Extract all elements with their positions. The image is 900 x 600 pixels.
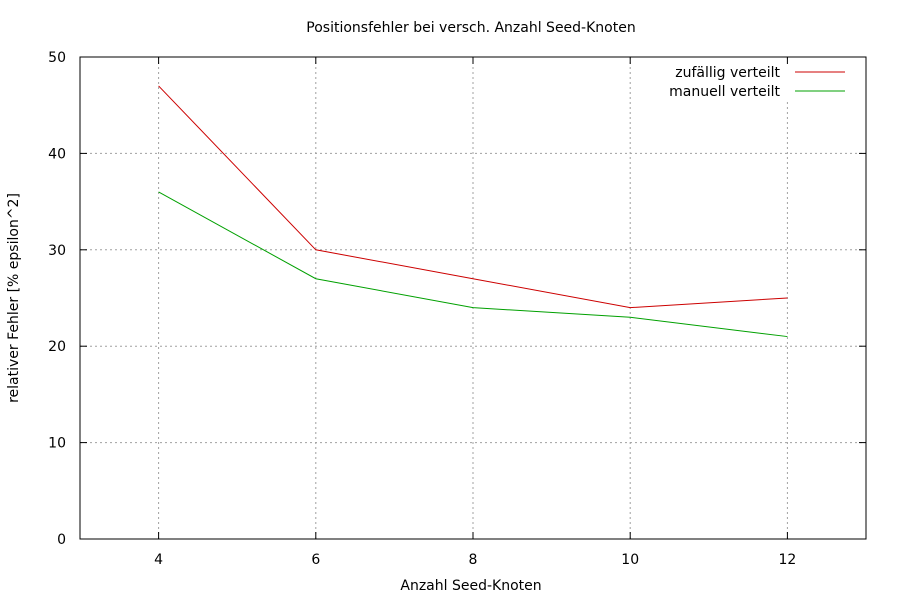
y-tick-label: 50: [48, 50, 66, 66]
series-line-1: [158, 191, 788, 338]
series-lines: [158, 85, 788, 338]
legend-label-manuell: manuell verteilt: [669, 84, 780, 100]
legend-background: [640, 60, 860, 100]
axis-ticks: 0 10 20 30 40 50 4 6 8 10 12: [48, 50, 866, 568]
y-tick-label: 20: [48, 339, 66, 355]
x-tick-label: 6: [311, 552, 320, 568]
legend: zufällig verteilt manuell verteilt: [669, 65, 845, 100]
y-tick-label: 30: [48, 243, 66, 259]
legend-label-zufaellig: zufällig verteilt: [675, 65, 780, 81]
y-tick-label: 40: [48, 146, 66, 162]
y-axis-label: relativer Fehler [% epsilon^2]: [6, 193, 22, 403]
x-tick-label: 10: [621, 552, 639, 568]
series-line-0: [158, 85, 788, 309]
y-tick-label: 10: [48, 436, 66, 452]
x-tick-label: 8: [469, 552, 478, 568]
chart-title: Positionsfehler bei versch. Anzahl Seed-…: [306, 20, 635, 36]
grid: [80, 57, 866, 539]
x-tick-label: 12: [778, 552, 796, 568]
y-tick-label: 0: [57, 532, 66, 548]
x-axis-label: Anzahl Seed-Knoten: [400, 578, 541, 594]
x-tick-label: 4: [154, 552, 163, 568]
